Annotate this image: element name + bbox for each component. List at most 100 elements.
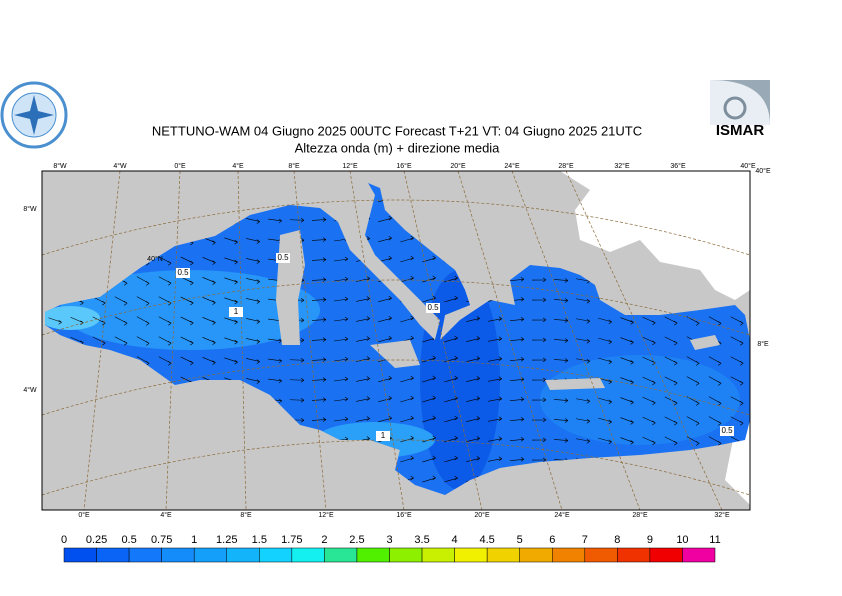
bottom-lon-label: 16°E <box>396 511 412 519</box>
direction-arrow <box>642 396 656 406</box>
direction-arrow <box>510 337 525 342</box>
direction-arrow <box>334 316 349 322</box>
direction-arrow <box>246 358 260 364</box>
direction-arrow <box>422 475 436 483</box>
colorbar-swatch <box>324 547 358 563</box>
direction-arrow <box>246 318 260 324</box>
direction-arrow <box>378 215 392 223</box>
direction-arrow <box>598 337 612 345</box>
direction-arrow <box>488 416 503 422</box>
bottom-lon-label: 20°E <box>474 511 490 519</box>
colorbar-swatch <box>96 547 130 563</box>
direction-arrow <box>531 357 547 363</box>
direction-arrow <box>642 416 656 426</box>
direction-arrow <box>356 296 371 302</box>
direction-arrow <box>664 336 678 346</box>
direction-arrow <box>730 336 744 346</box>
direction-arrow <box>642 436 656 446</box>
direction-arrow <box>356 396 371 402</box>
direction-arrow <box>334 396 349 402</box>
direction-arrow <box>311 317 327 322</box>
colorbar-swatch <box>454 547 488 563</box>
direction-arrow <box>289 378 305 383</box>
colorbar-label: 1.5 <box>252 534 267 546</box>
colorbar-swatch <box>63 547 97 563</box>
direction-arrow <box>136 336 150 346</box>
meridian <box>293 170 327 511</box>
map-area <box>41 170 751 511</box>
direction-arrow <box>180 316 194 326</box>
direction-arrow <box>488 336 503 342</box>
direction-arrow <box>158 356 172 366</box>
colorbar-label: 0 <box>61 534 67 546</box>
direction-arrow <box>202 357 216 365</box>
direction-arrow <box>311 357 327 362</box>
meridian <box>403 170 483 511</box>
direction-arrow <box>268 378 283 384</box>
direction-arrow <box>531 457 547 463</box>
direction-arrow <box>158 316 172 326</box>
logo-right: ISMAR <box>710 80 770 139</box>
contour-label-bg <box>426 303 440 313</box>
direction-arrow <box>466 416 480 422</box>
colorbar-label: 4 <box>452 534 458 546</box>
direction-arrow <box>224 257 238 265</box>
direction-arrow <box>311 277 327 282</box>
colorbar-swatch <box>682 547 716 563</box>
top-lon-label: 16°E <box>396 162 412 170</box>
direction-arrow <box>334 296 349 302</box>
colorbar-swatch <box>519 547 553 563</box>
colorbar-label: 11 <box>709 534 720 546</box>
bottom-lon-label: 12°E <box>318 511 334 519</box>
direction-arrow <box>488 376 503 382</box>
contour-label: 1 <box>234 307 239 316</box>
direction-arrow <box>510 437 525 442</box>
direction-arrow <box>708 416 722 426</box>
top-lon-label: 12°E <box>342 162 358 170</box>
direction-arrow <box>334 276 349 282</box>
colorbar-swatch <box>389 547 423 563</box>
direction-arrow <box>268 358 283 364</box>
direction-arrow <box>246 278 260 284</box>
direction-arrow <box>510 277 525 282</box>
direction-arrow <box>378 315 392 323</box>
direction-arrow <box>642 336 656 346</box>
direction-arrow <box>708 356 722 366</box>
direction-arrow <box>708 316 722 326</box>
meridian <box>565 170 723 511</box>
direction-arrow <box>311 217 327 222</box>
colorbar-label: 1.25 <box>216 534 237 546</box>
direction-arrow <box>466 396 480 402</box>
direction-arrow <box>553 398 569 403</box>
direction-arrow <box>466 316 480 322</box>
direction-arrow <box>48 317 62 325</box>
meridian <box>457 170 563 511</box>
direction-arrow <box>664 376 678 386</box>
direction-arrow <box>114 316 128 326</box>
direction-arrow <box>620 317 634 325</box>
direction-arrow <box>598 417 612 425</box>
direction-arrow <box>488 356 503 362</box>
colorbar-swatch <box>584 547 618 563</box>
contour-label: 0.5 <box>277 253 289 262</box>
direction-arrow <box>620 397 634 405</box>
top-lon-label: 8°W <box>53 162 67 170</box>
direction-arrow <box>598 357 612 365</box>
direction-arrow <box>708 436 722 446</box>
direction-arrow <box>466 436 480 442</box>
direction-arrow <box>553 438 569 443</box>
colorbar-swatch <box>259 547 293 563</box>
colorbar-label: 1 <box>191 534 197 546</box>
direction-arrow <box>400 315 414 323</box>
direction-arrow <box>334 336 349 342</box>
direction-arrow <box>224 357 238 365</box>
direction-arrow <box>400 255 414 263</box>
direction-arrow <box>598 377 612 385</box>
direction-arrow <box>246 218 260 224</box>
colorbar-label: 2 <box>321 534 327 546</box>
colorbar-swatch <box>226 547 260 563</box>
top-lon-label: 28°E <box>558 162 574 170</box>
colorbar-label: 2.5 <box>349 534 364 546</box>
direction-arrow <box>576 298 591 304</box>
